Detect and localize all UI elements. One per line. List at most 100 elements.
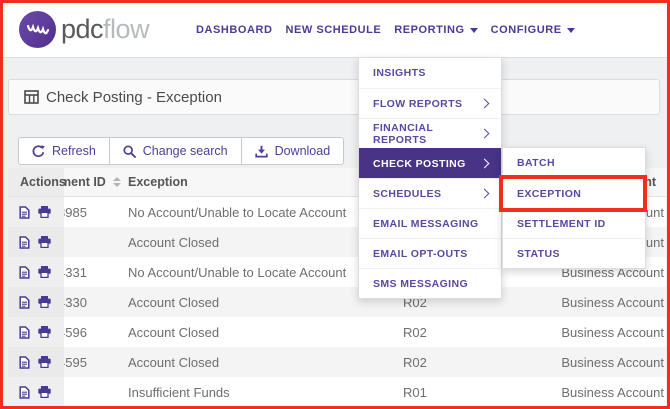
print-icon[interactable]: [38, 386, 51, 398]
menu-item-insights[interactable]: INSIGHTS: [359, 58, 501, 88]
return-code-cell: R01: [403, 384, 427, 400]
refresh-icon: [32, 144, 45, 157]
caret-down-icon: [566, 27, 575, 33]
menu-item-label: INSIGHTS: [373, 67, 426, 79]
nav-link-label: CONFIGURE: [490, 24, 562, 36]
actions-cell: [8, 377, 64, 407]
menu-item-label: SMS MESSAGING: [373, 277, 469, 290]
menu-item-label: SETTLEMENT ID: [517, 217, 606, 230]
view-document-icon[interactable]: [19, 205, 30, 219]
payment-id-cell: 4595: [58, 354, 87, 370]
print-icon[interactable]: [38, 266, 51, 278]
actions-cell: [8, 287, 64, 317]
payment-id-cell: 4331: [58, 264, 87, 280]
menu-item-financial-reports[interactable]: FINANCIAL REPORTS: [359, 118, 501, 148]
caret-down-icon: [469, 27, 478, 33]
table-body: 3985 Business Account No Account/Unable …: [8, 197, 666, 407]
nav-link-reporting[interactable]: REPORTING: [394, 24, 478, 36]
download-button-label: Download: [274, 144, 331, 158]
nav-link-configure[interactable]: CONFIGURE: [491, 24, 575, 36]
menu-item-sms-messaging[interactable]: SMS MESSAGING: [359, 268, 501, 298]
payment-id-cell: 4330: [58, 294, 87, 310]
change-search-button[interactable]: Change search: [108, 137, 242, 165]
exception-cell: No Account/Unable to Locate Account: [128, 204, 347, 220]
top-navbar: pdcflow DASHBOARD NEW SCHEDULE REPORTING…: [3, 3, 667, 58]
menu-item-settlement-id[interactable]: SETTLEMENT ID: [503, 208, 645, 238]
check-posting-submenu: BATCH EXCEPTION SETTLEMENT ID STATUS: [502, 147, 646, 269]
sort-icon[interactable]: [112, 177, 121, 187]
logo-text: pdcflow: [61, 14, 150, 45]
print-icon[interactable]: [38, 326, 51, 338]
menu-item-label: EMAIL OPT-OUTS: [373, 247, 468, 260]
exception-cell: No Account/Unable to Locate Account: [128, 264, 347, 280]
account-cell: Business Account: [561, 294, 664, 310]
toolbar: Refresh Change search Download: [18, 137, 345, 165]
exception-cell: Account Closed: [128, 294, 220, 310]
logo-text-flow: flow: [103, 14, 150, 44]
view-document-icon[interactable]: [19, 325, 30, 339]
account-cell: Business Account: [561, 324, 664, 340]
menu-item-check-posting[interactable]: CHECK POSTING: [359, 148, 501, 178]
chevron-right-icon: [479, 98, 490, 109]
download-icon: [254, 145, 268, 157]
print-icon[interactable]: [38, 296, 51, 308]
nav-link-new-schedule[interactable]: NEW SCHEDULE: [285, 24, 381, 36]
actions-cell: [8, 347, 64, 377]
actions-cell: [8, 317, 64, 347]
payment-id-cell: 3985: [58, 204, 87, 220]
payment-id-header-label: ment ID: [60, 175, 106, 189]
nav-links: DASHBOARD NEW SCHEDULE REPORTING CONFIGU…: [196, 3, 575, 57]
menu-item-label: BATCH: [517, 157, 555, 169]
menu-item-label: EXCEPTION: [517, 187, 582, 200]
menu-item-label: FLOW REPORTS: [373, 97, 463, 110]
print-icon[interactable]: [38, 206, 51, 218]
column-header-payment-id[interactable]: ment ID: [60, 168, 121, 196]
exception-cell: Account Closed: [128, 234, 220, 250]
print-icon[interactable]: [38, 236, 51, 248]
refresh-button[interactable]: Refresh: [18, 137, 110, 165]
view-document-icon[interactable]: [19, 295, 30, 309]
page-title: Check Posting - Exception: [46, 88, 222, 106]
chevron-right-icon: [479, 158, 490, 169]
chevron-right-icon: [479, 188, 490, 199]
view-document-icon[interactable]: [19, 355, 30, 369]
menu-item-label: FINANCIAL REPORTS: [373, 121, 433, 146]
account-cell: Business Account: [561, 354, 664, 370]
print-icon[interactable]: [38, 356, 51, 368]
nav-link-dashboard[interactable]: DASHBOARD: [196, 24, 272, 36]
menu-item-batch[interactable]: BATCH: [503, 148, 645, 178]
table-row: Business Account Insufficient Funds R01: [8, 377, 666, 407]
menu-item-label: SCHEDULES: [373, 187, 442, 200]
menu-item-status[interactable]: STATUS: [503, 238, 645, 268]
exception-cell: Account Closed: [128, 354, 220, 370]
logo-wave-icon: [19, 11, 56, 48]
actions-header-label: Actions: [20, 175, 66, 189]
menu-item-label: STATUS: [517, 247, 560, 260]
table-row: 4596 Business Account Account Closed: [8, 317, 666, 347]
pdcflow-logo[interactable]: pdcflow: [19, 11, 150, 48]
logo-text-pdc: pdc: [61, 14, 104, 44]
view-document-icon[interactable]: [19, 265, 30, 279]
return-code-cell: R02: [403, 354, 427, 370]
menu-item-label: CHECK POSTING: [373, 157, 466, 170]
menu-item-email-messaging[interactable]: EMAIL MESSAGING: [359, 208, 501, 238]
actions-cell: [8, 257, 64, 287]
view-document-icon[interactable]: [19, 385, 30, 399]
view-document-icon[interactable]: [19, 235, 30, 249]
exception-header-label: Exception: [128, 175, 188, 189]
table-icon: [24, 90, 39, 104]
menu-item-label: EMAIL MESSAGING: [373, 217, 479, 230]
menu-item-email-opt-outs[interactable]: EMAIL OPT-OUTS: [359, 238, 501, 268]
exception-cell: Insufficient Funds: [128, 384, 230, 400]
reporting-dropdown-menu: INSIGHTS FLOW REPORTS FINANCIAL REPORTS …: [358, 57, 502, 299]
download-button[interactable]: Download: [240, 137, 345, 165]
menu-item-schedules[interactable]: SCHEDULES: [359, 178, 501, 208]
column-header-exception: Exception: [128, 168, 188, 196]
column-header-actions: Actions: [8, 168, 66, 196]
account-cell: Business Account: [561, 384, 664, 400]
menu-item-flow-reports[interactable]: FLOW REPORTS: [359, 88, 501, 118]
refresh-button-label: Refresh: [52, 144, 96, 158]
actions-cell: [8, 197, 64, 227]
menu-item-exception[interactable]: EXCEPTION: [503, 178, 645, 208]
nav-link-label: NEW SCHEDULE: [285, 24, 382, 36]
